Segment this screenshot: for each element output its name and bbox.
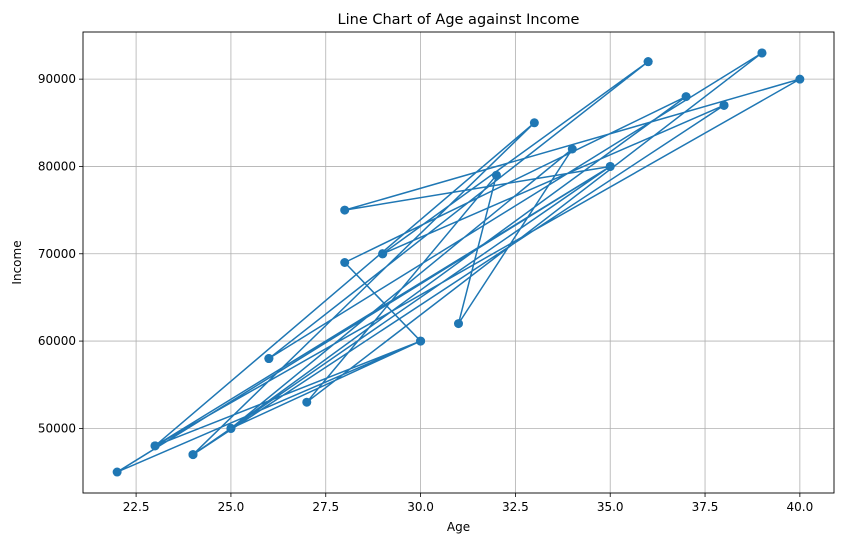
x-tick-label: 27.5 <box>312 500 339 514</box>
data-point <box>454 319 463 329</box>
data-point <box>529 118 539 128</box>
y-axis-label: Income <box>10 240 24 284</box>
x-tick-label: 30.0 <box>407 500 434 514</box>
x-tick-label: 32.5 <box>502 500 529 514</box>
data-point <box>567 144 577 154</box>
data-point <box>226 423 236 433</box>
data-point <box>150 441 160 451</box>
x-axis-ticks: 22.5 25.0 27.5 30.0 32.5 35.0 37.5 40.0 <box>123 493 813 514</box>
y-tick-label: 50000 <box>38 421 76 435</box>
x-tick-label: 40.0 <box>787 500 814 514</box>
data-point <box>188 450 198 460</box>
data-point <box>681 92 691 102</box>
x-tick-label: 22.5 <box>123 500 150 514</box>
data-point <box>302 397 312 407</box>
plot-points <box>112 48 805 477</box>
plot-frame <box>82 31 835 494</box>
data-point <box>491 170 501 180</box>
grid-lines <box>83 32 834 493</box>
data-point <box>340 258 350 267</box>
x-tick-label: 37.5 <box>692 500 719 514</box>
data-point <box>795 74 805 84</box>
data-point <box>340 205 350 215</box>
data-point <box>757 48 767 58</box>
y-axis-ticks: 50000 60000 70000 80000 90000 <box>38 72 83 435</box>
data-point <box>605 161 615 171</box>
y-tick-label: 60000 <box>38 334 76 348</box>
x-axis-label: Age <box>447 520 470 534</box>
data-point <box>643 57 653 67</box>
data-point <box>378 249 388 259</box>
data-point <box>112 467 122 477</box>
chart-title: Line Chart of Age against Income <box>338 12 580 28</box>
data-point <box>264 354 274 364</box>
x-tick-label: 35.0 <box>597 500 624 514</box>
y-tick-label: 90000 <box>38 72 76 86</box>
data-point <box>416 336 426 346</box>
data-point <box>719 100 729 110</box>
y-tick-label: 70000 <box>38 247 76 261</box>
x-tick-label: 25.0 <box>218 500 245 514</box>
y-tick-label: 80000 <box>38 159 76 173</box>
